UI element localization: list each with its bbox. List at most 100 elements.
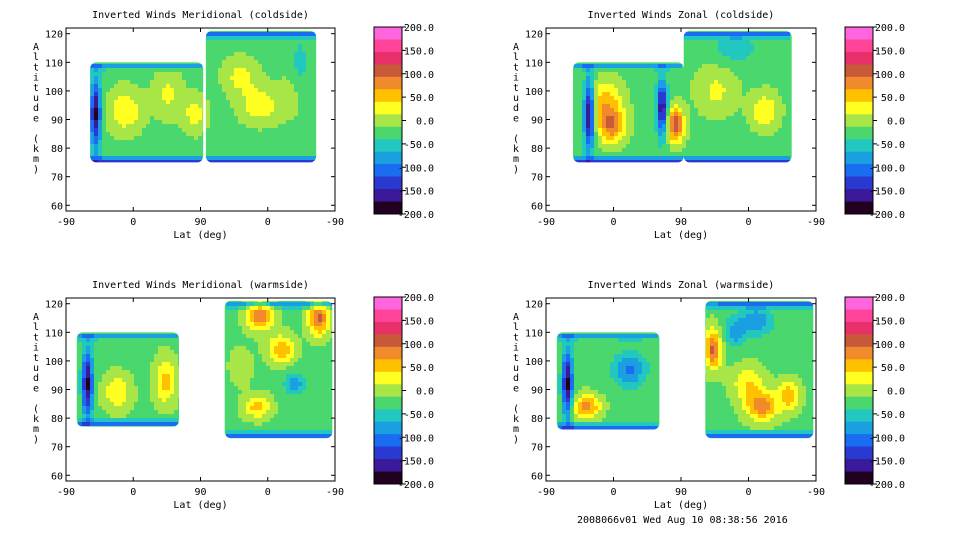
- colorbar-swatch: [374, 51, 402, 65]
- colorbar-tick-label: -100.0: [398, 163, 434, 174]
- y-tick-label: 70: [531, 173, 543, 184]
- footer-timestamp: 2008066v01 Wed Aug 10 08:38:56 2016: [577, 515, 788, 526]
- colorbar-swatch: [374, 359, 402, 373]
- colorbar-tick-label: -50.0: [404, 410, 434, 421]
- y-axis-label-char: (: [513, 134, 519, 145]
- colorbar-tick-label: -50.0: [875, 410, 905, 421]
- y-axis-label-char: (: [513, 404, 519, 415]
- y-axis-label-char: m: [513, 424, 519, 435]
- y-tick-label: 90: [531, 116, 543, 127]
- y-axis-label-char: A: [33, 42, 39, 53]
- y-tick-label: 80: [531, 414, 543, 425]
- colorbar-tick-label: 200.0: [404, 23, 434, 34]
- colorbar: 200.0 150.0 100.0 50.0 0.0 -50.0 -100.0 -150.0 -…: [373, 23, 434, 221]
- colorbar-swatch: [374, 64, 402, 78]
- y-tick-label: 80: [531, 144, 543, 155]
- colorbar-swatch: [374, 176, 402, 190]
- y-axis-label-char: t: [513, 62, 519, 73]
- y-tick-label: 60: [531, 471, 543, 482]
- colorbar-swatch: [374, 297, 402, 310]
- colorbar-swatch: [845, 459, 873, 473]
- panel-2: Inverted Winds Zonal (coldside) 60 70 80 90 1…: [513, 10, 905, 241]
- y-tick-label: 120: [525, 30, 543, 41]
- y-axis-label-char: t: [513, 332, 519, 343]
- y-axis-label-char: m: [33, 154, 39, 165]
- y-axis-label-char: l: [33, 52, 39, 63]
- y-axis-label-char: u: [33, 93, 39, 104]
- colorbar-swatch: [845, 64, 873, 78]
- y-axis-label-char: i: [513, 73, 519, 84]
- y-tick-label: 90: [51, 386, 63, 397]
- x-tick-label: 90: [194, 217, 206, 228]
- colorbar-tick-label: 100.0: [404, 340, 434, 351]
- colorbar-tick-label: 50.0: [881, 363, 905, 374]
- y-axis-label-char: u: [513, 363, 519, 374]
- colorbar-tick-label: 200.0: [875, 293, 905, 304]
- colorbar-swatch: [374, 434, 402, 448]
- colorbar-swatch: [845, 396, 873, 410]
- y-tick-label: 100: [525, 87, 543, 98]
- x-tick-label: -90: [57, 487, 75, 498]
- y-tick-label: 100: [525, 357, 543, 368]
- x-tick-label: -90: [807, 487, 825, 498]
- panel-4: Inverted Winds Zonal (warmside) 60 70 80 90 1…: [513, 280, 905, 511]
- colorbar-swatch: [845, 126, 873, 140]
- y-tick-label: 110: [525, 328, 543, 339]
- colorbar-tick-label: 50.0: [410, 363, 434, 374]
- x-tick-label: 90: [675, 217, 687, 228]
- x-tick-label: 0: [745, 217, 751, 228]
- colorbar-swatch: [374, 139, 402, 153]
- colorbar-swatch: [845, 176, 873, 190]
- colorbar-swatch: [374, 114, 402, 128]
- y-tick-label: 100: [45, 357, 63, 368]
- colorbar-tick-label: -50.0: [404, 140, 434, 151]
- x-tick-label: 90: [675, 487, 687, 498]
- colorbar-tick-label: 150.0: [404, 316, 434, 327]
- colorbar-swatch: [374, 39, 402, 53]
- y-axis-label-char: u: [33, 363, 39, 374]
- y-axis-label-char: e: [33, 113, 39, 124]
- colorbar-tick-label: 200.0: [404, 293, 434, 304]
- colorbar-swatch: [374, 334, 402, 348]
- colorbar-tick-label: 150.0: [404, 46, 434, 57]
- y-tick-label: 90: [531, 386, 543, 397]
- y-axis-label-char: d: [513, 103, 519, 114]
- y-axis-label-char: l: [513, 52, 519, 63]
- colorbar-swatch: [845, 371, 873, 385]
- colorbar-swatch: [374, 371, 402, 385]
- contour-field: [556, 300, 814, 439]
- colorbar-tick-label: 150.0: [875, 46, 905, 57]
- y-axis-label-char: i: [513, 343, 519, 354]
- colorbar-swatch: [845, 409, 873, 423]
- colorbar-swatch: [374, 126, 402, 140]
- colorbar-swatch: [845, 334, 873, 348]
- colorbar-tick-label: -200.0: [398, 210, 434, 221]
- colorbar-tick-label: -150.0: [398, 187, 434, 198]
- colorbar-swatch: [374, 409, 402, 423]
- y-tick-label: 90: [51, 116, 63, 127]
- y-axis-label-char: ): [513, 434, 519, 445]
- colorbar-swatch: [845, 384, 873, 398]
- y-axis-label-char: e: [513, 383, 519, 394]
- y-tick-label: 110: [45, 58, 63, 69]
- x-axis-label: Lat (deg): [654, 500, 708, 511]
- y-axis-label-char: m: [33, 424, 39, 435]
- panel-title: Inverted Winds Meridional (warmside): [92, 280, 309, 291]
- colorbar-tick-label: 150.0: [875, 316, 905, 327]
- x-axis-label: Lat (deg): [654, 230, 708, 241]
- y-tick-label: 110: [45, 328, 63, 339]
- colorbar-swatch: [845, 309, 873, 323]
- panel-1: Inverted Winds Meridional (coldside) 60 70…: [33, 10, 434, 241]
- colorbar: 200.0 150.0 100.0 50.0 0.0 -50.0 -100.0 -150.0 -…: [844, 23, 905, 221]
- x-tick-label: -90: [326, 487, 344, 498]
- colorbar-tick-label: 100.0: [404, 70, 434, 81]
- y-tick-label: 80: [51, 414, 63, 425]
- y-tick-label: 60: [51, 471, 63, 482]
- y-axis-label-char: (: [33, 134, 39, 145]
- panel-title: Inverted Winds Meridional (coldside): [92, 10, 309, 21]
- y-tick-label: 120: [525, 300, 543, 311]
- colorbar-swatch: [374, 201, 402, 215]
- y-tick-label: 100: [45, 87, 63, 98]
- y-tick-label: 60: [531, 201, 543, 212]
- y-axis-label-char: i: [33, 73, 39, 84]
